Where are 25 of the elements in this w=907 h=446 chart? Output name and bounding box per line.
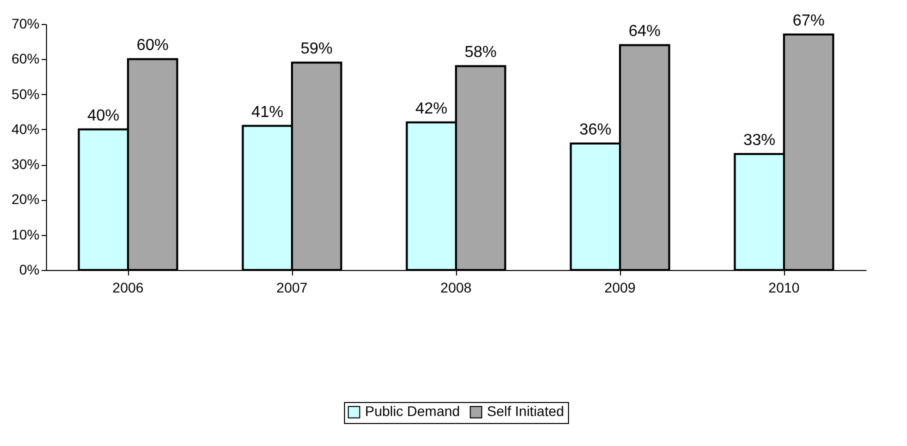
x-tick-label: 2010 <box>768 280 800 296</box>
y-tick-label: 40% <box>11 120 40 137</box>
data-label: 41% <box>251 104 284 121</box>
x-tick-label: 2007 <box>276 280 308 296</box>
x-tick-label: 2009 <box>604 280 636 296</box>
x-tick-label: 2006 <box>112 280 144 296</box>
data-label: 58% <box>464 44 497 62</box>
data-label: 40% <box>87 107 120 124</box>
data-label: 33% <box>743 132 776 150</box>
y-tick-label: 10% <box>11 226 40 242</box>
y-tick-label: 20% <box>11 191 40 208</box>
y-tick-label: 50% <box>11 86 40 102</box>
data-label: 59% <box>300 40 333 58</box>
data-label: 60% <box>136 37 169 54</box>
data-label: 67% <box>792 12 825 30</box>
data-label: 64% <box>628 23 661 40</box>
y-tick-label: 60% <box>11 50 40 67</box>
legend-label: Self Initiated <box>487 403 564 420</box>
y-tick-label: 70% <box>11 16 40 32</box>
data-label: 42% <box>415 100 448 118</box>
data-label: 36% <box>579 121 612 138</box>
legend-label: Public Demand <box>365 403 460 420</box>
y-tick-label: 30% <box>11 156 40 172</box>
y-tick-label: 0% <box>19 262 40 278</box>
x-tick-label: 2008 <box>440 280 472 296</box>
